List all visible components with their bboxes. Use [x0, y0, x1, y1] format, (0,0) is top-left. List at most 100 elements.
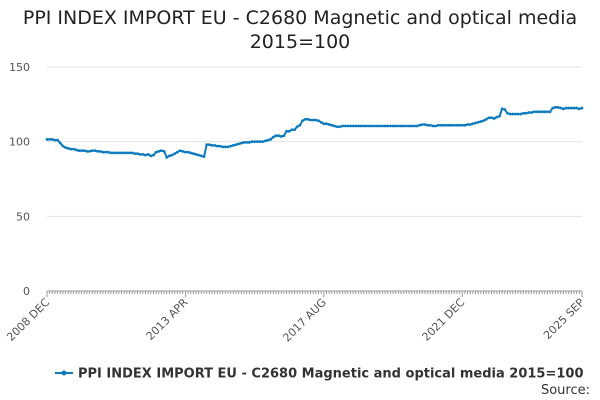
point — [559, 106, 563, 110]
point — [279, 135, 283, 138]
point — [271, 135, 275, 139]
point — [388, 124, 392, 128]
point — [410, 124, 414, 128]
point — [506, 111, 509, 115]
point — [532, 110, 536, 114]
point — [333, 124, 336, 128]
point — [351, 124, 355, 128]
point — [412, 124, 416, 128]
point — [378, 124, 382, 128]
point — [130, 151, 134, 155]
point — [93, 149, 97, 153]
point — [418, 123, 422, 127]
point — [301, 119, 304, 123]
point — [524, 111, 528, 115]
point — [447, 123, 451, 127]
point — [154, 150, 158, 154]
point — [221, 145, 225, 149]
point — [229, 144, 233, 148]
point — [191, 152, 195, 156]
point — [399, 124, 403, 128]
point — [330, 123, 334, 127]
point — [215, 144, 219, 148]
point — [176, 150, 179, 154]
point — [160, 149, 163, 153]
point — [519, 112, 523, 116]
point — [383, 124, 387, 128]
point — [569, 106, 573, 110]
point — [109, 151, 113, 155]
point — [293, 128, 296, 132]
point — [266, 138, 270, 142]
point — [277, 134, 280, 138]
point — [434, 124, 438, 128]
point — [420, 123, 424, 126]
point — [444, 123, 448, 127]
y-tick-label: 0 — [23, 285, 30, 298]
point — [173, 152, 177, 156]
point — [577, 107, 581, 111]
point — [162, 149, 166, 153]
point — [189, 151, 193, 155]
point — [202, 155, 206, 159]
point — [290, 128, 294, 132]
point — [375, 124, 379, 128]
point — [149, 154, 153, 158]
point — [223, 145, 227, 149]
point — [48, 138, 52, 141]
point — [114, 151, 118, 155]
point — [136, 152, 139, 156]
x-tick-label: 2021 DEC — [420, 296, 468, 344]
point — [53, 138, 57, 142]
point — [341, 124, 344, 128]
point — [564, 106, 568, 110]
point — [295, 125, 299, 129]
point — [538, 110, 541, 114]
point — [69, 147, 73, 151]
point — [367, 124, 371, 128]
point — [157, 149, 161, 153]
x-tick-label: 2013 APR — [144, 296, 191, 343]
point — [226, 145, 230, 149]
point — [335, 125, 339, 129]
point — [452, 123, 456, 127]
point — [311, 118, 315, 122]
point — [218, 144, 222, 148]
point — [231, 144, 235, 147]
point — [527, 111, 531, 114]
point — [471, 122, 475, 126]
point — [567, 106, 571, 110]
point — [285, 129, 288, 133]
point — [354, 124, 358, 128]
point — [556, 105, 560, 109]
point — [213, 144, 217, 147]
point — [346, 124, 350, 128]
point — [380, 124, 384, 128]
point — [61, 144, 65, 148]
point — [516, 112, 520, 116]
point — [458, 123, 461, 127]
point — [104, 150, 107, 154]
point — [482, 119, 485, 123]
point — [120, 151, 123, 155]
point — [468, 123, 472, 126]
point — [77, 149, 81, 153]
point — [253, 140, 257, 144]
point — [152, 153, 155, 157]
point — [535, 110, 539, 114]
point — [551, 106, 555, 110]
point — [490, 116, 493, 120]
point — [80, 149, 84, 153]
x-tick-label: 2008 DEC — [4, 296, 52, 344]
point — [269, 138, 272, 141]
point — [394, 124, 398, 128]
point — [106, 150, 110, 154]
point — [239, 141, 243, 145]
point — [386, 124, 390, 128]
point — [250, 140, 254, 144]
point — [117, 151, 121, 155]
point — [466, 123, 469, 126]
point — [428, 123, 432, 127]
point — [66, 146, 70, 150]
point — [530, 111, 533, 114]
